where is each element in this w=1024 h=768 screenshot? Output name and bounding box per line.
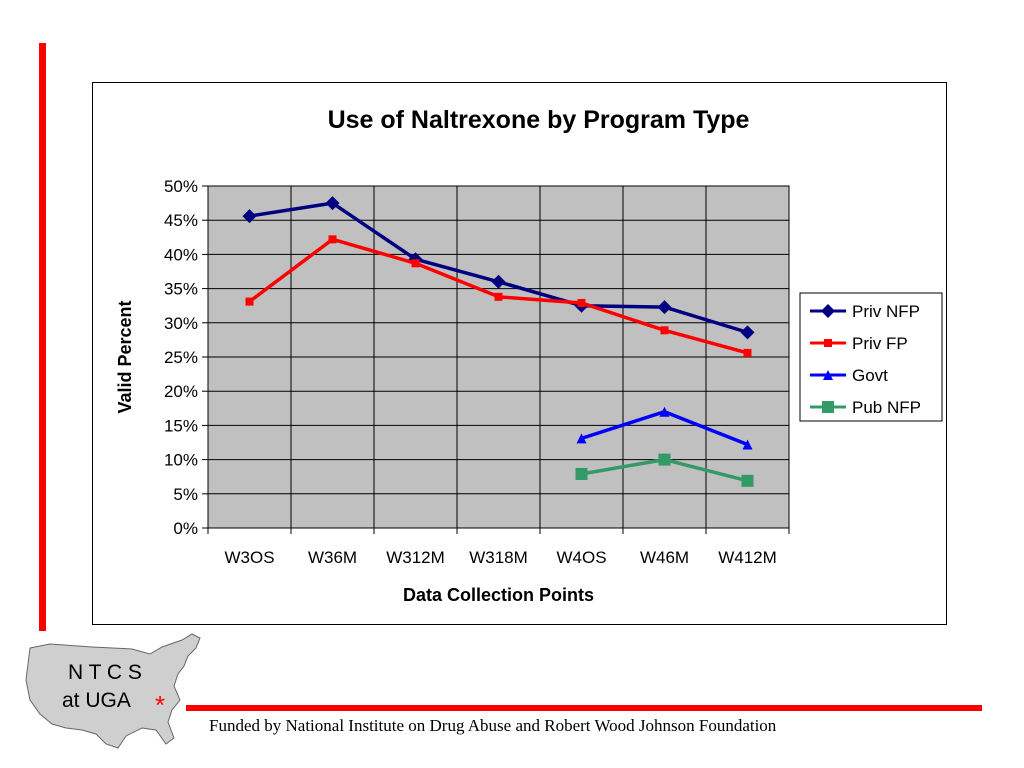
y-tick-label: 50% — [164, 177, 198, 196]
data-point — [325, 196, 340, 211]
y-tick-label: 5% — [173, 485, 198, 504]
y-tick-label: 20% — [164, 382, 198, 401]
data-point — [491, 274, 506, 289]
y-tick-label: 45% — [164, 211, 198, 230]
x-tick-label: W312M — [386, 548, 445, 567]
data-point — [242, 209, 257, 224]
x-tick-label: W4OS — [556, 548, 606, 567]
data-point — [328, 235, 337, 244]
chart-title: Use of Naltrexone by Program Type — [328, 106, 750, 134]
data-point — [576, 433, 587, 444]
legend-marker — [824, 339, 832, 347]
chart-frame: Use of Naltrexone by Program Type 0% 5% 10%… — [92, 82, 947, 625]
y-tick-label: 15% — [164, 416, 198, 435]
legend-marker — [823, 370, 833, 380]
data-point — [494, 292, 503, 301]
data-point — [658, 453, 671, 466]
legend-label: Priv NFP — [852, 302, 920, 321]
data-point — [577, 298, 586, 307]
data-point — [411, 259, 420, 268]
left-accent-bar — [39, 43, 46, 631]
data-point — [742, 439, 753, 450]
y-axis-label: Valid Percent — [115, 300, 135, 413]
x-tick-label: W412M — [718, 548, 777, 567]
legend-box — [799, 292, 943, 422]
data-point — [660, 326, 669, 335]
y-tick-label: 40% — [164, 245, 198, 264]
legend-label: Priv FP — [852, 334, 908, 353]
x-tick-label: W3OS — [224, 548, 274, 567]
logo-line1: N T C S — [68, 661, 142, 684]
y-tick-label: 10% — [164, 451, 198, 470]
x-axis-label: Data Collection Points — [403, 585, 594, 605]
x-tick-label: W46M — [640, 548, 689, 567]
data-point — [245, 297, 254, 306]
y-tick-label: 30% — [164, 314, 198, 333]
y-tick-label: 35% — [164, 280, 198, 299]
asterisk-icon: * — [155, 690, 166, 720]
data-point — [743, 348, 752, 357]
data-point — [657, 300, 672, 315]
data-point — [740, 325, 755, 340]
data-point — [575, 467, 588, 480]
legend-marker — [822, 401, 834, 413]
line-chart: Use of Naltrexone by Program Type 0% 5% 10%… — [115, 106, 943, 605]
x-tick-label: W318M — [469, 548, 528, 567]
legend-label: Govt — [852, 366, 888, 385]
x-tick-label: W36M — [308, 548, 357, 567]
funding-text: Funded by National Institute on Drug Abu… — [209, 716, 777, 735]
data-point — [659, 406, 670, 417]
legend-label: Pub NFP — [852, 398, 921, 417]
footer-accent-bar — [186, 705, 982, 711]
y-tick-label: 25% — [164, 348, 198, 367]
logo-line2: at UGA — [62, 689, 131, 712]
us-map-logo — [25, 633, 201, 749]
data-point — [741, 474, 754, 487]
y-tick-label: 0% — [173, 519, 198, 538]
legend-marker — [821, 304, 835, 318]
